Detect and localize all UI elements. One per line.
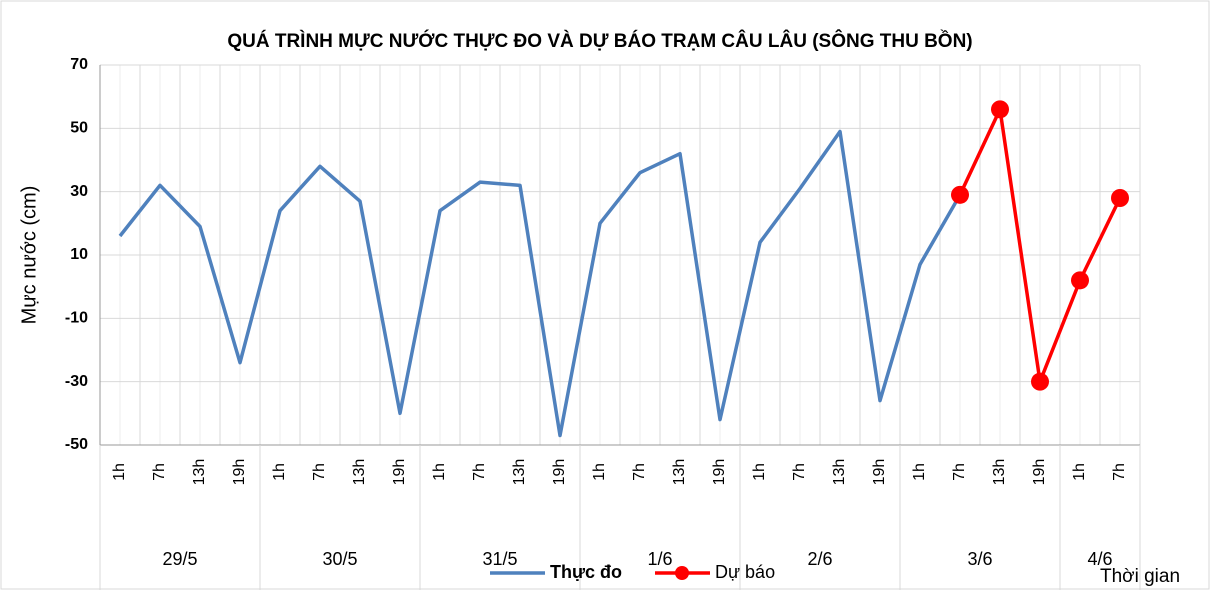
x-tick-label: 19h [391, 459, 408, 486]
x-tick-label: 1h [911, 463, 928, 481]
x-tick-label: 7h [311, 463, 328, 481]
y-tick-label: -50 [65, 436, 88, 453]
x-tick-label: 13h [831, 459, 848, 486]
x-tick-label: 19h [1031, 459, 1048, 486]
y-tick-label: 10 [70, 246, 88, 263]
x-tick-label: 7h [471, 463, 488, 481]
x-tick-label: 13h [671, 459, 688, 486]
x-tick-label: 19h [871, 459, 888, 486]
x-tick-label: 7h [951, 463, 968, 481]
x-group-label: 4/6 [1087, 549, 1112, 569]
x-tick-label: 1h [111, 463, 128, 481]
series-line [118, 129, 962, 438]
x-tick-label: 19h [231, 459, 248, 486]
x-tick-label: 19h [551, 459, 568, 486]
x-tick-label: 1h [751, 463, 768, 481]
x-group-label: 29/5 [162, 549, 197, 569]
y-axis-label: Mực nước (cm) [18, 186, 40, 325]
x-group-label: 3/6 [967, 549, 992, 569]
legend-marker [675, 566, 689, 580]
chart-title: QUÁ TRÌNH MỰC NƯỚC THỰC ĐO VÀ DỰ BÁO TRẠ… [227, 30, 972, 52]
x-tick-label: 1h [591, 463, 608, 481]
x-tick-label: 13h [511, 459, 528, 486]
y-tick-label: -30 [65, 373, 88, 390]
x-tick-label: 7h [1111, 463, 1128, 481]
x-group-label: 2/6 [807, 549, 832, 569]
x-tick-label: 13h [991, 459, 1008, 486]
x-group-label: 30/5 [322, 549, 357, 569]
x-tick-label: 7h [631, 463, 648, 481]
y-tick-label: -10 [65, 310, 88, 327]
x-tick-label: 13h [191, 459, 208, 486]
x-tick-label: 13h [351, 459, 368, 486]
legend-label: Dự báo [715, 562, 775, 582]
x-tick-label: 1h [1071, 463, 1088, 481]
legend-label: Thực đo [550, 562, 622, 582]
marker [1031, 372, 1049, 391]
marker [991, 100, 1009, 119]
y-tick-label: 50 [70, 120, 88, 137]
marker [951, 185, 969, 204]
y-tick-label: 30 [70, 183, 88, 200]
marker [1111, 189, 1129, 207]
x-tick-label: 1h [271, 463, 288, 481]
x-tick-label: 1h [431, 463, 448, 481]
x-tick-label: 7h [151, 463, 168, 481]
x-group-label: 1/6 [647, 549, 672, 569]
marker [1071, 271, 1089, 290]
x-group-label: 31/5 [482, 549, 517, 569]
x-tick-label: 7h [791, 463, 808, 481]
y-tick-label: 70 [70, 56, 88, 73]
x-tick-label: 19h [711, 459, 728, 486]
